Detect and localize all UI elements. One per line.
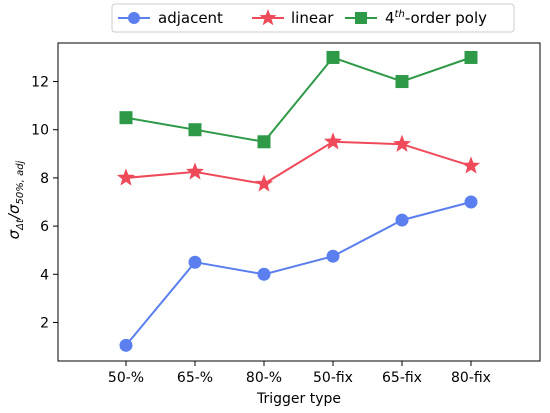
x-tick-label: 50-fix	[313, 370, 353, 386]
legend: adjacent linear 4th-order poly	[111, 3, 515, 33]
y-label-sigma: σ	[5, 229, 23, 239]
series-line	[125, 140, 472, 185]
x-axis-ticks: 50-% 65-% 80-% 50-fix 65-fix 80-fix	[108, 361, 491, 386]
y-tick-label: 8	[40, 171, 49, 187]
y-axis-ticks: 2 4 6 8 10 12	[31, 75, 58, 331]
y-tick-label: 4	[40, 267, 49, 283]
y-tick-label: 12	[31, 75, 49, 91]
series-layer	[116, 50, 481, 352]
y-label-sub1: Δt	[15, 218, 26, 231]
y-tick-label: 6	[40, 219, 49, 235]
data-point	[116, 168, 136, 186]
data-point	[392, 134, 412, 152]
data-point	[464, 195, 478, 209]
data-point	[185, 162, 205, 180]
legend-poly-rest: -order poly	[405, 9, 487, 27]
y-axis-label: σΔt/σ50%, adj	[5, 160, 26, 239]
legend-label-adjacent: adjacent	[158, 9, 223, 27]
data-point	[188, 255, 202, 269]
series-1	[116, 132, 481, 192]
data-point	[188, 123, 202, 137]
plot-area-frame	[57, 42, 541, 362]
y-label-sub2: 50%, adj	[15, 160, 26, 204]
data-point	[395, 213, 409, 227]
legend-box	[111, 3, 515, 33]
data-point	[326, 249, 340, 263]
data-point	[257, 267, 271, 281]
x-tick-label: 65-%	[177, 370, 213, 386]
data-point	[254, 174, 274, 192]
data-point	[119, 338, 133, 352]
y-label-mid: /σ	[5, 204, 23, 221]
data-point	[119, 111, 133, 125]
data-point	[464, 50, 478, 64]
legend-poly-main: 4	[385, 9, 395, 27]
data-point	[326, 50, 340, 64]
y-tick-label: 2	[40, 315, 49, 331]
legend-label-poly: 4th-order poly	[385, 9, 487, 27]
data-point	[257, 135, 271, 149]
legend-marker-poly	[355, 12, 367, 24]
series-line	[125, 56, 472, 143]
legend-marker-adjacent	[128, 12, 140, 24]
series-line	[125, 201, 472, 346]
y-tick-label: 10	[31, 123, 49, 139]
data-point	[461, 156, 481, 174]
x-tick-label: 80-%	[246, 370, 282, 386]
legend-poly-sup: th	[395, 9, 405, 20]
data-point	[323, 132, 343, 150]
x-tick-label: 80-fix	[451, 370, 491, 386]
legend-marker-linear	[259, 9, 277, 26]
x-axis-label: Trigger type	[256, 391, 341, 407]
data-point	[395, 75, 409, 89]
x-tick-label: 50-%	[108, 370, 144, 386]
series-0	[119, 195, 478, 352]
x-tick-label: 65-fix	[382, 370, 422, 386]
series-2	[119, 50, 478, 149]
legend-label-linear: linear	[291, 9, 334, 27]
